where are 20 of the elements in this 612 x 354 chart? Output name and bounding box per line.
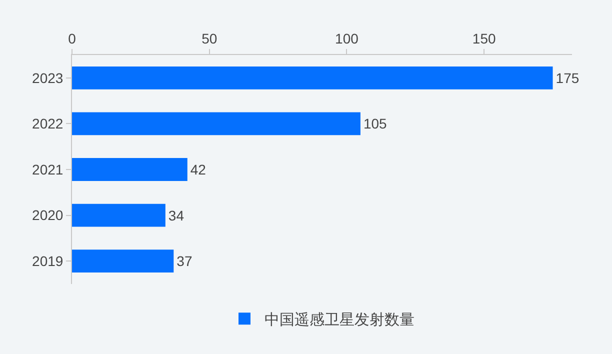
bar <box>72 112 360 136</box>
y-tick-label: 2023 <box>32 70 64 86</box>
data-label: 175 <box>556 70 580 86</box>
x-tick-label: 0 <box>68 30 76 46</box>
bar <box>72 66 553 90</box>
x-tick-label: 100 <box>335 30 359 46</box>
bar <box>72 158 188 181</box>
bar <box>72 204 166 227</box>
y-tick-label: 2022 <box>32 116 64 132</box>
y-tick-label: 2019 <box>32 253 64 269</box>
legend-label: 中国遥感卫星发射数量 <box>264 311 414 328</box>
y-tick-label: 2021 <box>32 161 64 178</box>
x-tick-label: 50 <box>202 30 218 46</box>
bar <box>72 250 174 273</box>
y-tick-label: 2020 <box>32 207 64 224</box>
data-label: 34 <box>168 207 184 224</box>
data-label: 37 <box>176 253 192 270</box>
data-label: 105 <box>363 116 388 132</box>
x-tick-label: 150 <box>472 30 496 46</box>
data-label: 42 <box>190 162 206 178</box>
